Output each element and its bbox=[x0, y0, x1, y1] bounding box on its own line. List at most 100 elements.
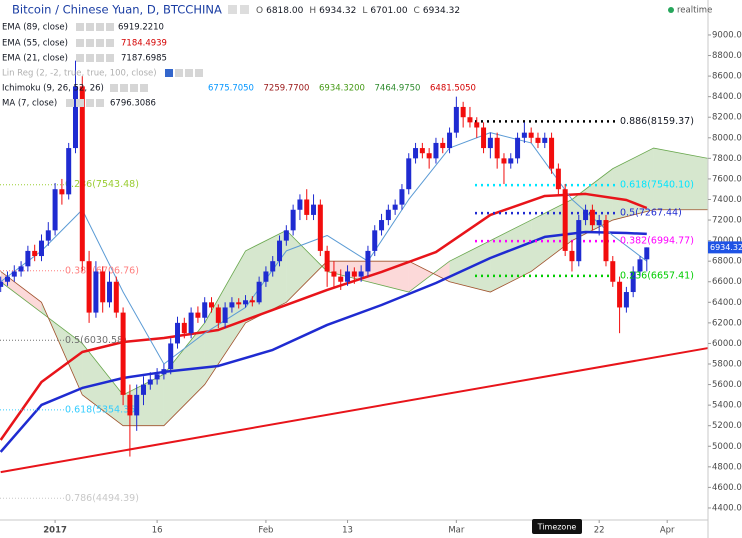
candle-body bbox=[290, 209, 296, 231]
x-tick-label: 2017 bbox=[43, 526, 67, 536]
candle-body bbox=[120, 312, 126, 395]
candle-body bbox=[209, 302, 215, 308]
indicator-icon bbox=[120, 84, 128, 92]
quote-value: 6934.32 bbox=[423, 6, 460, 16]
candle-body bbox=[113, 281, 119, 313]
indicator-icon bbox=[76, 39, 84, 47]
timezone-label[interactable]: Timezone bbox=[537, 523, 577, 532]
candle-body bbox=[18, 266, 24, 272]
indicator-icon bbox=[86, 54, 94, 62]
indicator-value: 6796.3086 bbox=[110, 99, 156, 109]
candle-body bbox=[494, 137, 500, 159]
candle-body bbox=[263, 271, 269, 282]
realtime-label: realtime bbox=[677, 6, 712, 16]
y-tick-label: 6000.00 bbox=[712, 339, 742, 349]
indicator-icon bbox=[76, 54, 84, 62]
candle-body bbox=[154, 374, 160, 380]
y-tick-label: 5800.00 bbox=[712, 360, 742, 370]
last-price-box bbox=[708, 241, 742, 254]
candle-body bbox=[521, 132, 527, 138]
y-tick-label: 5000.00 bbox=[712, 442, 742, 452]
quote-key: H bbox=[309, 6, 316, 16]
candle-body bbox=[440, 142, 446, 149]
candle-body bbox=[311, 204, 317, 215]
candle-body bbox=[147, 379, 153, 385]
candle-body bbox=[38, 240, 44, 257]
candle-body bbox=[277, 240, 283, 262]
indicator-value: 6934.3200 bbox=[319, 84, 365, 94]
x-tick-label: Feb bbox=[258, 526, 273, 536]
candle-body bbox=[283, 230, 289, 241]
candle-body bbox=[474, 122, 480, 128]
indicator-value: 7464.9750 bbox=[375, 84, 421, 94]
cloud-segment bbox=[163, 322, 205, 426]
candle-body bbox=[535, 137, 541, 143]
indicator-name: EMA (55, close) bbox=[2, 39, 68, 49]
indicator-icon bbox=[96, 54, 104, 62]
x-tick-label: 13 bbox=[342, 526, 353, 536]
y-tick-label: 8200.00 bbox=[712, 113, 742, 123]
candle-body bbox=[589, 209, 595, 226]
candle-body bbox=[181, 322, 187, 334]
candle-body bbox=[453, 106, 459, 133]
candle-body bbox=[426, 153, 432, 159]
candle-body bbox=[45, 230, 51, 241]
candle-body bbox=[358, 271, 364, 277]
indicator-icon bbox=[165, 69, 173, 77]
quote-value: 6818.00 bbox=[266, 6, 303, 16]
icon[interactable] bbox=[240, 5, 249, 14]
fib-level-label: 0.786(4494.39) bbox=[65, 493, 139, 504]
candle-body bbox=[72, 86, 78, 149]
candle-body bbox=[399, 189, 405, 205]
indicator-icon bbox=[185, 69, 193, 77]
last-price-label: 6934.32 bbox=[710, 243, 742, 252]
icon[interactable] bbox=[228, 5, 237, 14]
x-tick-label: 22 bbox=[594, 526, 605, 536]
y-tick-label: 7000.00 bbox=[712, 236, 742, 246]
fib-level-label: 0.5(6030.58) bbox=[65, 335, 127, 346]
timezone-box[interactable] bbox=[532, 519, 582, 534]
x-tick-label: 16 bbox=[152, 526, 163, 536]
indicator-name: Ichimoku (9, 26, 52, 26) bbox=[2, 84, 104, 94]
y-tick-label: 7200.00 bbox=[712, 216, 742, 226]
candle-body bbox=[467, 117, 473, 123]
y-tick-label: 8000.00 bbox=[712, 133, 742, 143]
candle-body bbox=[0, 281, 4, 287]
indicator-name: Lin Reg (2, -2, true, true, 100, close) bbox=[2, 69, 157, 79]
cloud-segment bbox=[82, 343, 124, 426]
fib-level-label: 0.5(7267.44) bbox=[620, 208, 682, 219]
candle-body bbox=[4, 276, 10, 282]
axes: 4400.00 4600.00 4800.00 5000.00 5200.00 5400.… bbox=[43, 30, 742, 536]
indicator-line bbox=[0, 230, 647, 453]
candle-body bbox=[249, 300, 255, 303]
candle-body bbox=[583, 209, 589, 221]
candle-body bbox=[297, 199, 303, 210]
fib-level-label: 0.886(8159.37) bbox=[620, 116, 694, 127]
fib-level-label: 0.236(7543.48) bbox=[65, 179, 139, 190]
plot-area: 0.236(7543.48) 0.382(6706.76) 0.5(6030.58)… bbox=[0, 60, 709, 504]
candle-body bbox=[188, 312, 194, 334]
candle-body bbox=[215, 307, 221, 323]
fib-level-label: 0.236(6657.41) bbox=[620, 270, 694, 281]
fib-level-label: 0.618(5354.36) bbox=[65, 404, 139, 415]
indicator-name: EMA (21, close) bbox=[2, 54, 68, 64]
y-tick-label: 8800.00 bbox=[712, 51, 742, 61]
chart-title: Bitcoin / Chinese Yuan, D, BTCCHINA bbox=[12, 3, 222, 17]
timezone-button[interactable]: Timezone bbox=[532, 519, 582, 534]
candle-body bbox=[100, 271, 106, 303]
y-tick-label: 7800.00 bbox=[712, 154, 742, 164]
y-tick-label: 5600.00 bbox=[712, 380, 742, 390]
candle-body bbox=[229, 302, 235, 308]
candle-body bbox=[141, 384, 147, 395]
y-tick-label: 5200.00 bbox=[712, 421, 742, 431]
indicator-icon bbox=[96, 39, 104, 47]
candle-body bbox=[555, 168, 561, 190]
candle-body bbox=[549, 137, 555, 169]
y-tick-label: 6600.00 bbox=[712, 277, 742, 287]
candle-body bbox=[460, 106, 466, 118]
candle-body bbox=[351, 271, 357, 277]
indicator-icon bbox=[110, 84, 118, 92]
candle-body bbox=[222, 307, 228, 323]
y-tick-label: 7600.00 bbox=[712, 174, 742, 184]
